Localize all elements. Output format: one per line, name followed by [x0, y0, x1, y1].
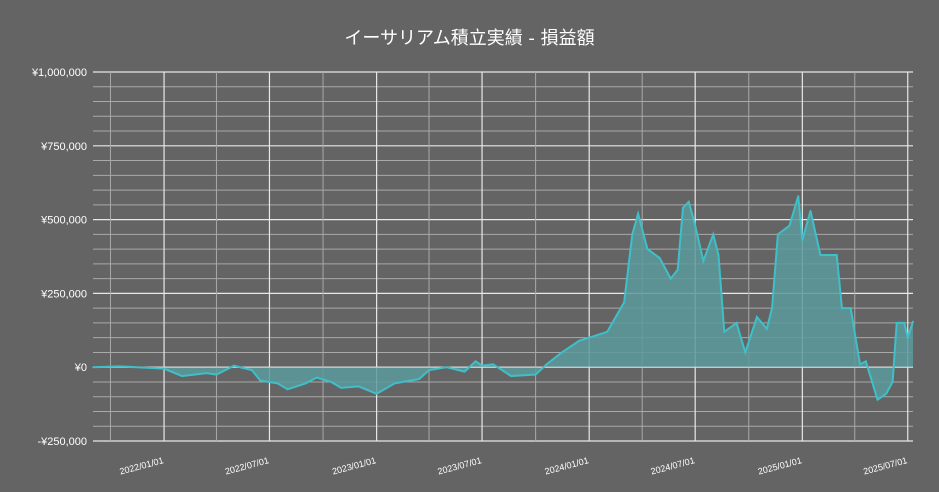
data-point — [92, 366, 94, 369]
data-point — [912, 320, 914, 323]
data-point — [895, 322, 898, 324]
data-point — [903, 322, 906, 324]
x-tick-label: 2022/07/01 — [224, 455, 270, 476]
x-tick-label: 2023/01/01 — [331, 455, 377, 476]
data-point — [637, 212, 639, 215]
data-point — [428, 369, 430, 371]
y-tick-label: -¥250,000 — [37, 436, 87, 448]
data-point — [876, 398, 879, 401]
x-tick-label: 2025/01/01 — [757, 455, 803, 476]
data-point — [906, 336, 909, 339]
data-point — [801, 239, 804, 242]
data-point — [463, 370, 466, 373]
data-point — [658, 257, 661, 259]
data-point — [205, 372, 208, 374]
data-point — [735, 322, 738, 324]
data-point — [481, 364, 483, 367]
x-tick-label: 2024/01/01 — [544, 455, 590, 476]
data-point — [492, 363, 494, 366]
data-point — [340, 387, 342, 389]
y-tick-label: ¥500,000 — [40, 215, 87, 227]
data-point — [646, 248, 649, 250]
data-point — [276, 382, 279, 385]
data-point — [841, 307, 843, 309]
data-point — [117, 365, 120, 368]
data-point — [588, 336, 590, 339]
data-point — [330, 381, 332, 383]
data-point — [181, 375, 183, 377]
data-point — [756, 316, 758, 318]
data-point — [561, 351, 563, 354]
data-point — [687, 201, 690, 203]
x-tick-label: 2022/01/01 — [118, 455, 164, 476]
data-point — [259, 379, 261, 382]
data-point — [766, 328, 768, 330]
data-point — [286, 388, 289, 391]
data-point — [819, 254, 822, 256]
data-point — [723, 330, 726, 333]
data-point — [315, 376, 318, 379]
y-tick-label: ¥250,000 — [40, 288, 87, 300]
data-point — [712, 233, 715, 236]
x-tick-label: 2023/07/01 — [436, 455, 482, 476]
data-point — [777, 233, 779, 236]
data-point — [669, 277, 672, 280]
data-point — [375, 392, 378, 395]
data-point — [797, 195, 800, 197]
data-point — [809, 209, 812, 212]
data-point — [717, 254, 720, 256]
data-point — [578, 339, 581, 342]
data-point — [545, 363, 548, 366]
chart-title: イーサリアム積立実績 - 損益額 — [344, 28, 595, 49]
data-point — [623, 301, 625, 304]
data-point — [357, 385, 360, 388]
data-point — [445, 366, 448, 369]
data-point — [771, 307, 773, 309]
data-point — [510, 375, 512, 377]
data-point — [418, 378, 420, 380]
y-tick-label: ¥1,000,000 — [31, 67, 87, 79]
y-tick-label: ¥0 — [74, 362, 87, 374]
x-tick-label: 2024/07/01 — [650, 455, 696, 476]
data-point — [891, 381, 894, 383]
data-point — [788, 224, 791, 227]
data-point — [702, 260, 705, 262]
data-point — [744, 351, 747, 354]
data-point — [631, 233, 634, 236]
data-point — [251, 369, 253, 371]
data-point — [885, 392, 888, 395]
data-point — [215, 373, 218, 376]
data-point — [304, 382, 307, 385]
data-point — [474, 360, 477, 363]
data-point — [865, 360, 867, 363]
data-point — [163, 367, 165, 370]
x-tick-label: 2025/07/01 — [862, 455, 908, 476]
data-point — [534, 373, 537, 376]
data-point — [233, 364, 235, 367]
data-point — [682, 206, 684, 209]
series-area-fill — [93, 195, 913, 400]
data-point — [393, 382, 396, 385]
data-point — [694, 224, 696, 227]
data-point — [606, 330, 609, 333]
data-point — [835, 254, 838, 256]
data-point — [859, 363, 861, 366]
data-point — [676, 268, 679, 271]
y-tick-label: ¥750,000 — [40, 141, 87, 153]
data-point — [849, 307, 852, 309]
